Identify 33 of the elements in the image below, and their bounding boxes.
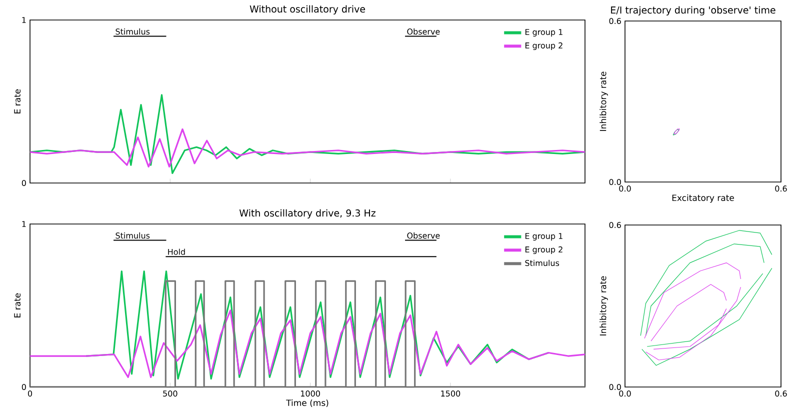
legend-label: E group 2 [525,246,562,254]
x-tick-label: 0 [28,390,32,397]
chart-title: E/I trajectory during 'observe' time [611,6,776,16]
chart-title: Without oscillatory drive [250,5,366,14]
y-tick-label: 0.0 [609,178,621,186]
series-label: Observe [407,232,440,239]
y-tick-label: 1 [22,17,26,23]
y-axis-title: Inhibitory rate [600,72,608,131]
x-tick-label: 500 [163,390,178,397]
y-tick-label: 0 [22,180,26,186]
series-label: Stimulus [116,232,150,239]
x-axis-title: Time (ms) [286,399,328,408]
series-label: Observe [407,28,440,35]
legend-label: Stimulus [525,260,560,266]
y-tick-label: 0.0 [609,384,621,390]
series-label: Hold [168,248,185,255]
y-tick-label: 1 [22,221,26,227]
y-tick-label: 0.6 [609,222,621,228]
y-tick-label: 0 [22,384,26,390]
y-tick-label: 0.6 [609,18,621,24]
x-tick-label: 1500 [441,390,460,397]
x-tick-label: 1000 [301,390,320,397]
x-tick-label: 0.0 [619,390,631,397]
legend-label: E group 1 [525,29,562,37]
x-axis-title: Excitatory rate [672,194,734,203]
y-axis-title: Inhibitory rate [600,276,608,336]
chart-title: With oscillatory drive, 9.3 Hz [239,209,376,218]
y-axis-title: E rate [14,293,21,318]
legend-label: E group 2 [525,42,562,50]
x-tick-label: 0.6 [775,390,787,397]
y-axis-title: E rate [14,89,21,114]
series-label: Stimulus [116,28,150,35]
legend-label: E group 1 [525,233,562,241]
